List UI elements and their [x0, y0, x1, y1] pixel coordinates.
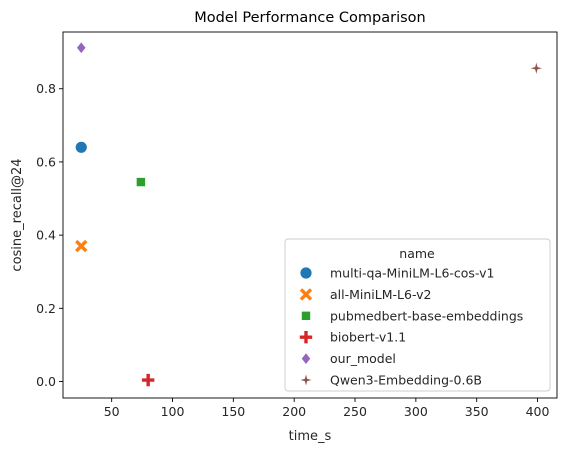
legend-marker: [299, 266, 313, 280]
x-tick-label: 250: [343, 404, 367, 419]
legend-items: multi-qa-MiniLM-L6-cos-v1 all-MiniLM-L6-v…: [298, 266, 523, 388]
legend-marker: [299, 331, 313, 344]
data-point: [135, 177, 146, 188]
y-tick-label: 0.0: [36, 374, 56, 389]
legend-entry: biobert-v1.1: [330, 330, 406, 345]
x-tick-label: 300: [404, 404, 428, 419]
y-tick-label: 0.6: [36, 154, 56, 169]
x-tick-label: 200: [282, 404, 306, 419]
legend-marker: [299, 288, 313, 301]
legend: name multi-qa-MiniLM-L6-cos-v1 all-MiniLM…: [284, 238, 551, 392]
x-tick-label: 400: [526, 404, 550, 419]
legend-entry: our_model: [330, 351, 396, 366]
legend-marker: [298, 372, 314, 388]
x-axis-label: time_s: [289, 429, 332, 444]
legend-box: [284, 238, 551, 392]
y-tick-label: 0.4: [36, 228, 56, 243]
legend-marker: [300, 351, 312, 366]
x-tick-label: 50: [104, 404, 120, 419]
data-point: [528, 60, 544, 76]
legend-entry: multi-qa-MiniLM-L6-cos-v1: [330, 266, 494, 281]
data-point: [75, 239, 88, 253]
y-axis: 0.0 0.2 0.4 0.6 0.8: [36, 81, 63, 389]
legend-title: name: [399, 246, 435, 261]
x-tick-label: 100: [161, 404, 185, 419]
x-axis: 50 100 150 200 250 300 350 400: [104, 398, 550, 419]
legend-entry: all-MiniLM-L6-v2: [330, 287, 431, 302]
x-tick-label: 350: [465, 404, 489, 419]
y-tick-label: 0.2: [36, 301, 56, 316]
legend-entry: Qwen3-Embedding-0.6B: [330, 373, 482, 388]
legend-entry: pubmedbert-base-embeddings: [330, 308, 523, 323]
data-point: [74, 140, 88, 154]
y-tick-label: 0.8: [36, 81, 56, 96]
y-axis-label: cosine_recall@24: [10, 158, 25, 271]
x-tick-label: 150: [221, 404, 245, 419]
data-point: [141, 373, 155, 387]
chart-title: Model Performance Comparison: [194, 10, 425, 26]
data-points: [74, 41, 544, 387]
legend-marker: [300, 310, 311, 321]
data-point: [75, 41, 87, 55]
